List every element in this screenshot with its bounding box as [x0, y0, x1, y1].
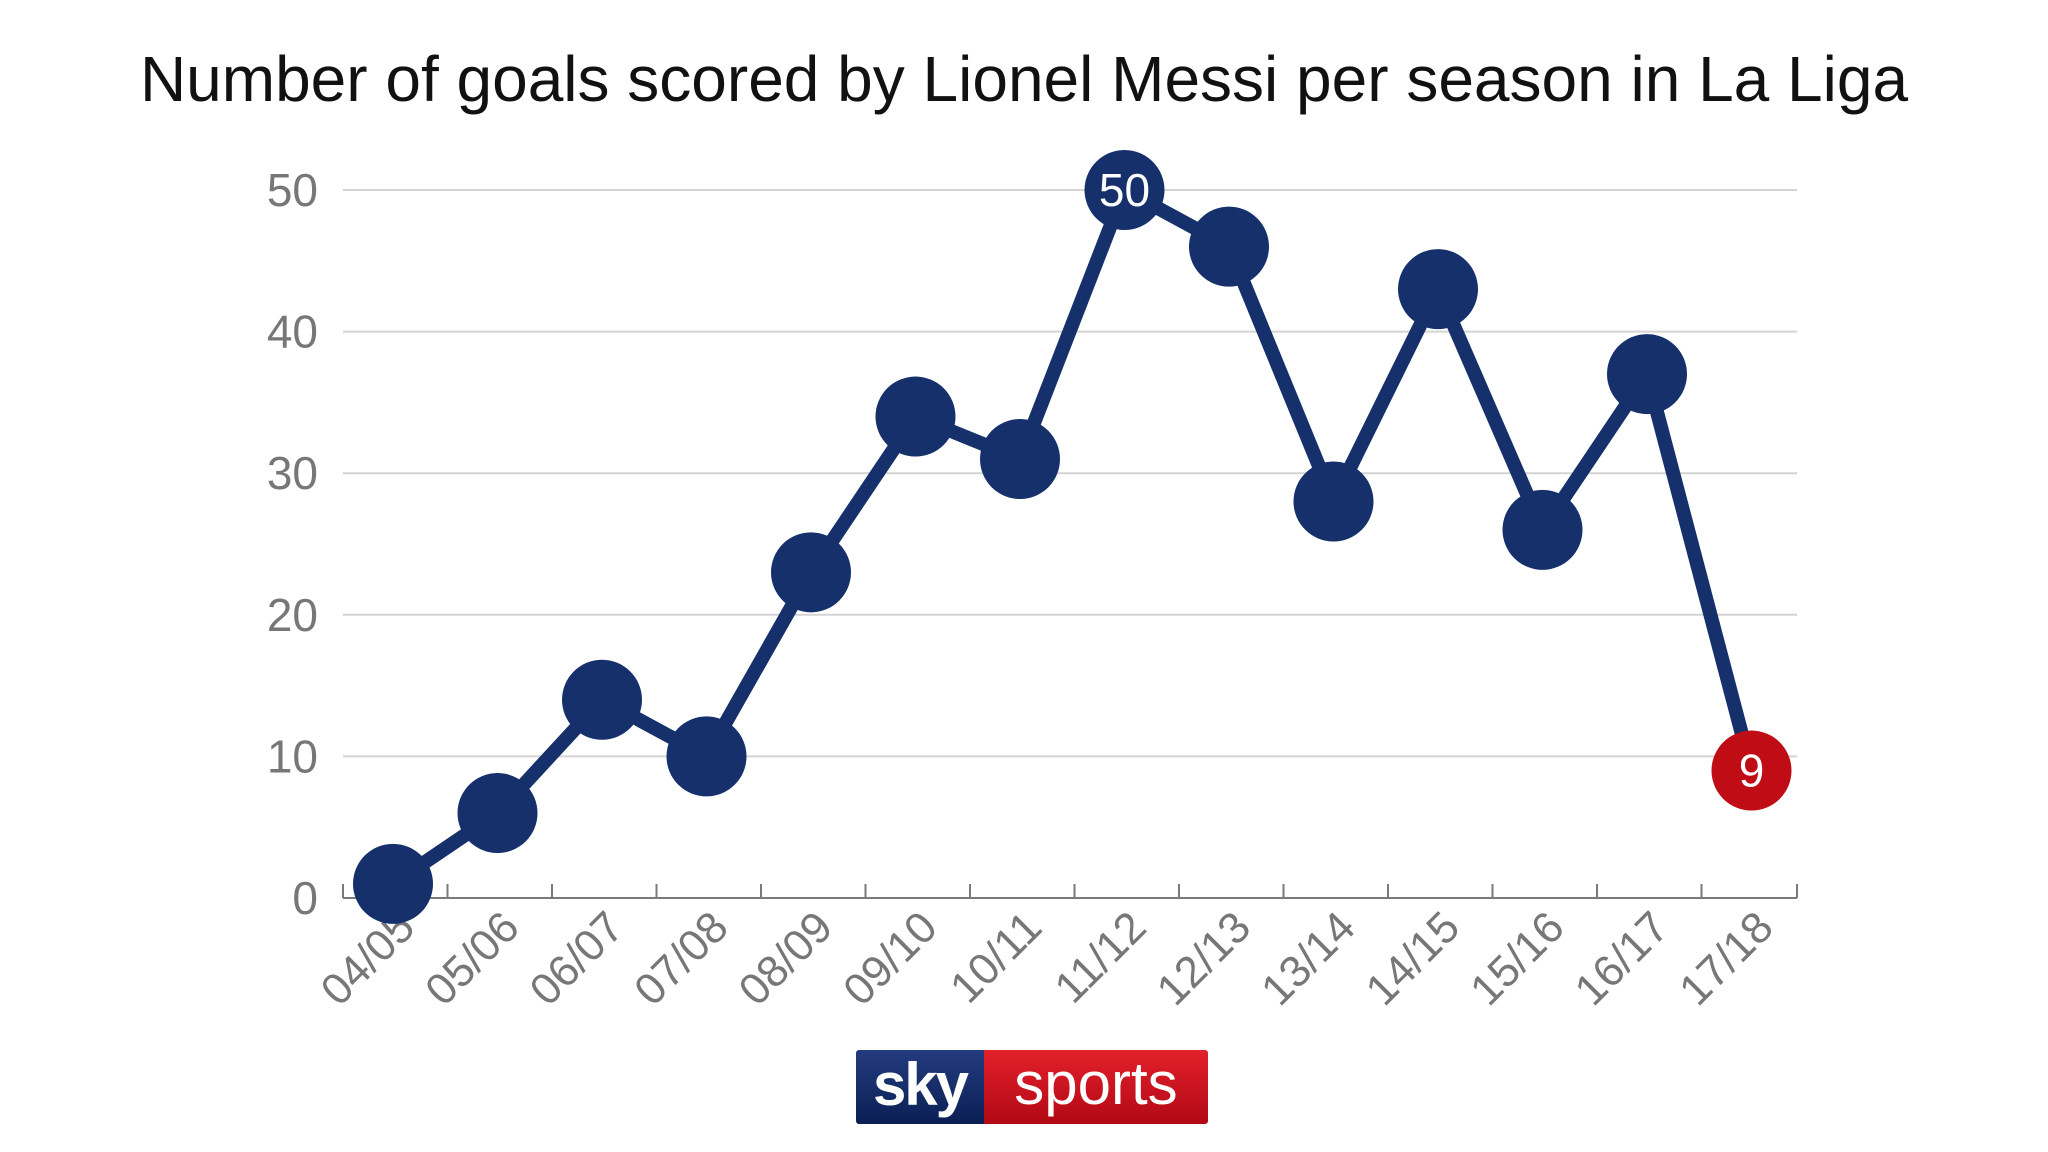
x-tick-label: 12/13 — [1148, 902, 1261, 1015]
x-tick-label: 17/18 — [1670, 902, 1783, 1015]
data-point — [457, 773, 538, 854]
x-tick-label: 16/17 — [1566, 902, 1679, 1015]
data-point — [1293, 461, 1374, 542]
logo-sports-text: sports — [984, 1050, 1208, 1124]
data-labels: 50 9 — [1099, 164, 1764, 797]
data-points — [353, 150, 1792, 924]
x-tick-label: 06/07 — [521, 902, 634, 1015]
y-tick-label: 40 — [267, 306, 318, 358]
data-point — [562, 659, 642, 740]
data-point — [1502, 489, 1583, 570]
data-point — [1398, 249, 1478, 330]
x-tick-label: 08/09 — [730, 902, 843, 1015]
x-tick-label: 07/08 — [625, 902, 738, 1015]
x-tick-labels: 04/0505/0606/0707/0808/0909/1010/1111/12… — [312, 902, 1783, 1015]
data-point — [771, 532, 851, 613]
data-point — [980, 419, 1060, 500]
y-tick-label: 20 — [267, 589, 318, 641]
data-label: 9 — [1739, 745, 1765, 797]
data-point — [1189, 206, 1269, 287]
y-tick-label: 10 — [267, 730, 318, 782]
data-point — [1607, 334, 1687, 415]
y-tick-labels: 0 10 20 30 40 50 — [267, 164, 318, 924]
chart-title: Number of goals scored by Lionel Messi p… — [139, 43, 1909, 115]
y-tick-label: 30 — [267, 447, 318, 499]
data-point — [1711, 730, 1792, 811]
y-tick-label: 0 — [292, 872, 318, 924]
y-tick-label: 50 — [267, 164, 318, 216]
x-tick-label: 13/14 — [1252, 902, 1365, 1015]
data-point — [353, 843, 433, 924]
data-point — [666, 716, 747, 797]
x-tick-label: 10/11 — [941, 902, 1051, 1012]
x-tick-label: 14/15 — [1357, 902, 1470, 1015]
sky-sports-logo: sky sports — [856, 1050, 1208, 1124]
data-point — [1084, 150, 1165, 230]
x-tick-label: 11/12 — [1045, 902, 1155, 1012]
data-label: 50 — [1099, 164, 1150, 216]
logo-sky-text: sky — [856, 1050, 984, 1124]
x-tick-label: 09/10 — [834, 902, 947, 1015]
data-point — [875, 376, 956, 457]
x-tick-label: 15/16 — [1461, 902, 1574, 1015]
x-axis — [342, 884, 1798, 899]
x-tick-label: 05/06 — [416, 902, 529, 1015]
